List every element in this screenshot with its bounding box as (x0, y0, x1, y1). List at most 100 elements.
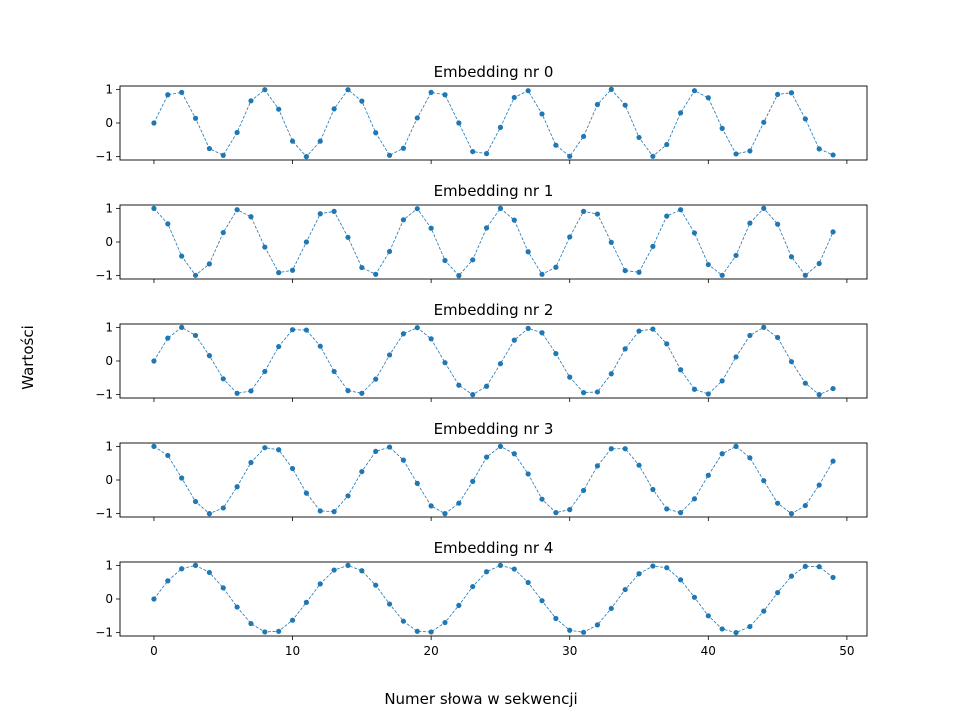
y-tick-label: 0 (105, 354, 113, 368)
data-point (594, 622, 601, 628)
data-point (775, 221, 781, 227)
data-point (705, 95, 711, 101)
series-line (153, 207, 834, 277)
data-point (386, 352, 393, 358)
data-point (483, 225, 490, 231)
data-point (622, 267, 628, 274)
data-point (373, 130, 379, 136)
y-tick-label: 1 (105, 82, 113, 96)
subplot-0: Embedding nr 0 1 0 −1 (95, 63, 868, 164)
data-point (414, 480, 420, 486)
data-point (234, 390, 240, 396)
data-point (636, 571, 642, 577)
data-point (678, 510, 684, 516)
data-point (359, 390, 365, 396)
data-point (511, 566, 517, 572)
data-point (733, 443, 739, 449)
data-point (206, 353, 212, 359)
data-point (553, 264, 559, 270)
data-point (303, 239, 309, 245)
data-point (165, 92, 171, 98)
axes-frame (119, 561, 868, 637)
data-point (276, 447, 282, 453)
data-point (788, 573, 795, 579)
data-point (802, 116, 808, 122)
data-point (553, 351, 559, 357)
data-point (400, 331, 407, 337)
data-point (359, 98, 365, 104)
x-tick-label: 30 (562, 644, 577, 658)
data-point (442, 92, 448, 98)
data-point (788, 90, 795, 96)
data-point (567, 374, 573, 380)
data-point (775, 334, 781, 341)
data-point (622, 446, 628, 452)
data-point (400, 217, 407, 223)
data-point (497, 124, 504, 130)
data-point (248, 388, 254, 394)
data-point (248, 98, 254, 104)
y-tick-label: 0 (105, 473, 113, 487)
data-point (373, 582, 379, 588)
data-point (539, 111, 545, 117)
data-point (816, 146, 822, 152)
y-tick-label: −1 (95, 388, 113, 402)
data-point (262, 445, 268, 451)
data-point (317, 581, 323, 587)
data-point (470, 478, 476, 484)
data-point (830, 458, 836, 464)
data-point (705, 261, 711, 268)
data-point (442, 511, 448, 517)
data-point (456, 273, 462, 279)
data-point (400, 145, 407, 151)
data-point (664, 213, 670, 219)
data-point (151, 443, 157, 449)
data-point (594, 389, 601, 395)
data-point (206, 261, 212, 267)
data-point (664, 506, 670, 512)
data-point (525, 249, 531, 255)
data-point (179, 566, 185, 572)
data-point (317, 211, 323, 217)
data-point (650, 243, 656, 249)
subplot-title: Embedding nr 0 (434, 63, 554, 81)
data-point (414, 115, 420, 121)
y-tick-label: 1 (105, 439, 113, 453)
subplot-title: Embedding nr 1 (434, 182, 554, 200)
data-point (525, 88, 531, 94)
data-point (220, 585, 226, 591)
subplot-title: Embedding nr 4 (434, 539, 554, 557)
data-point (788, 254, 795, 260)
data-point (345, 234, 351, 240)
data-point (567, 153, 573, 159)
data-point (234, 484, 240, 490)
data-point (165, 578, 171, 584)
data-point (816, 564, 822, 570)
data-point (664, 141, 670, 148)
data-point (386, 152, 393, 158)
data-point (567, 234, 573, 240)
data-point (636, 462, 642, 468)
data-point (497, 562, 504, 568)
data-point (428, 89, 434, 95)
data-point (802, 272, 808, 278)
data-point (151, 205, 157, 211)
data-point (553, 615, 559, 622)
y-tick-label: −1 (95, 626, 113, 640)
data-point (289, 267, 296, 273)
data-point (761, 324, 767, 330)
data-point (192, 272, 199, 278)
data-point (747, 623, 753, 630)
data-point (830, 385, 836, 392)
data-point (428, 225, 434, 231)
data-point (775, 590, 781, 596)
data-point (802, 502, 808, 509)
data-point (678, 110, 684, 116)
data-point (511, 94, 517, 101)
data-point (331, 567, 337, 573)
data-point (206, 511, 212, 517)
data-point (456, 120, 462, 126)
data-point (816, 482, 822, 488)
subplot-2: Embedding nr 2 1 0 −1 (95, 301, 868, 402)
data-point (594, 211, 601, 217)
